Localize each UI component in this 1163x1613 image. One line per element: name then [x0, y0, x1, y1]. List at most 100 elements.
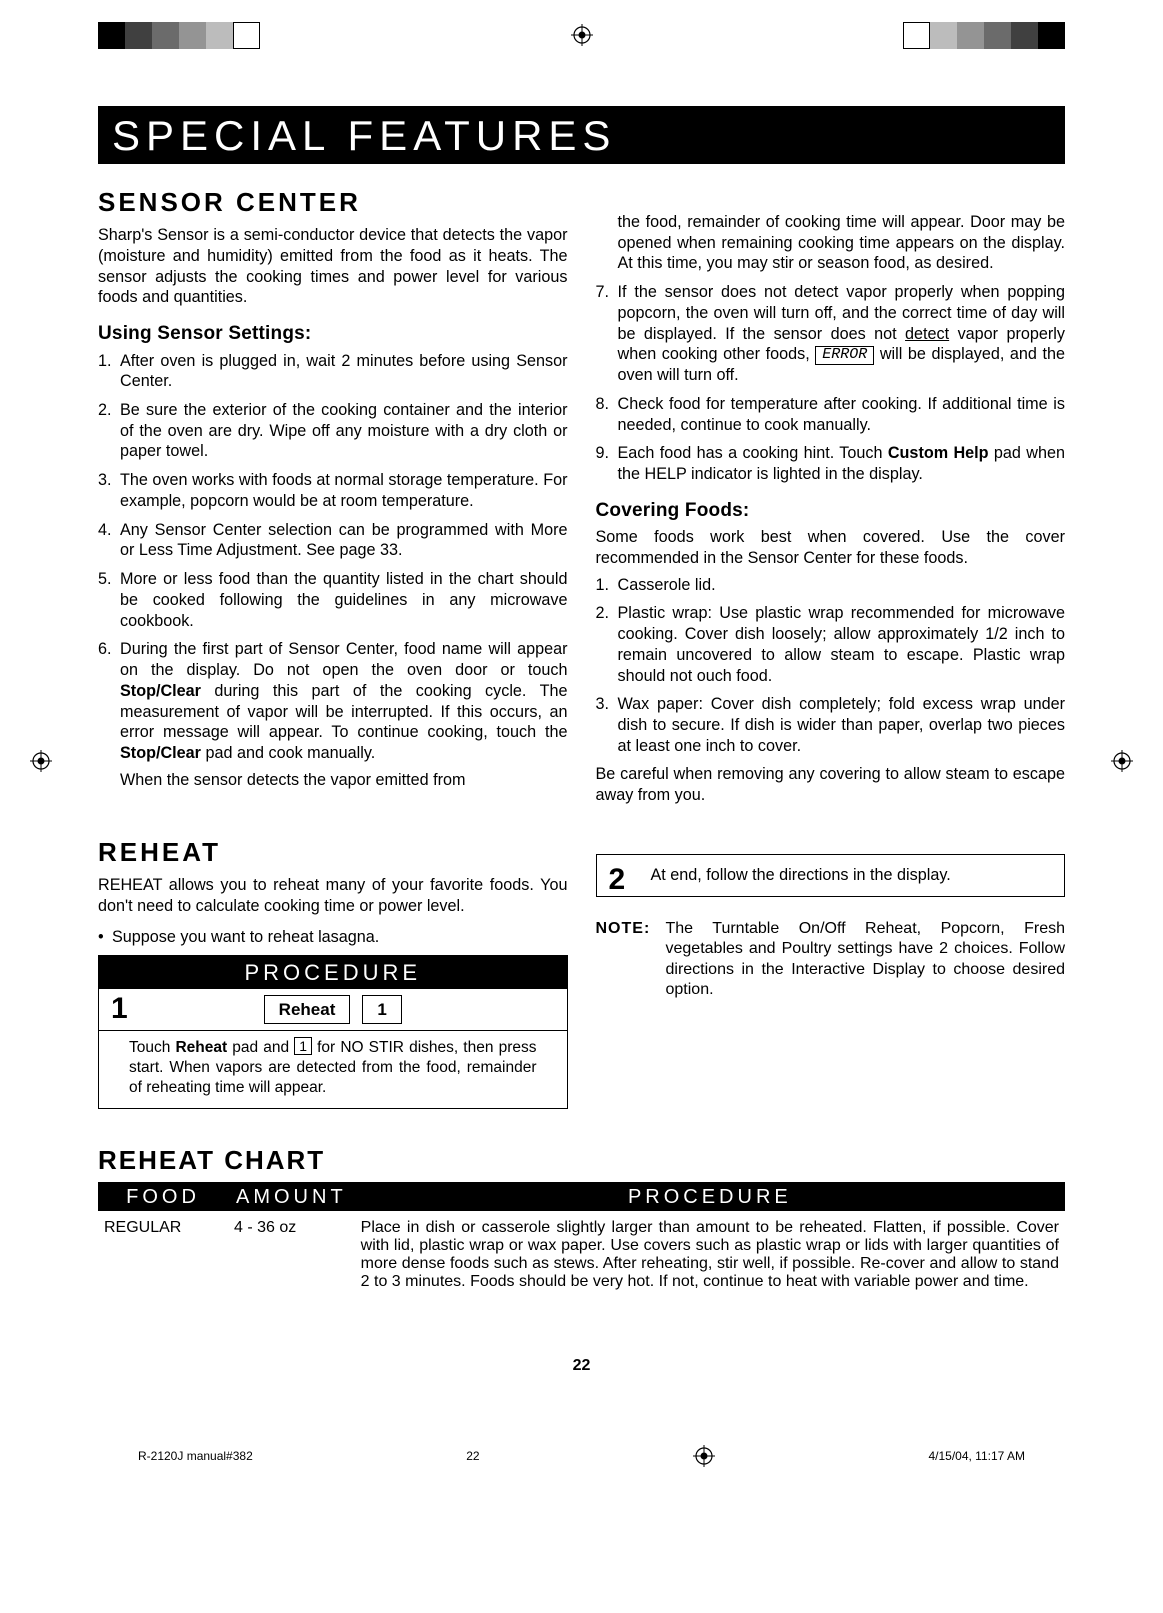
- t: pad and cook manually.: [201, 744, 375, 762]
- li-num: 9.: [596, 443, 618, 484]
- crop-mark-icon: [693, 1445, 715, 1467]
- step-number: 2: [609, 861, 626, 899]
- footer-left: R-2120J manual#382: [138, 1449, 253, 1463]
- covering-tail: Be careful when removing any covering to…: [596, 764, 1066, 805]
- crop-mark-icon: [1111, 750, 1133, 772]
- li-text: During the first part of Sensor Center, …: [120, 639, 568, 794]
- sensor-intro: Sharp's Sensor is a semi-conductor devic…: [98, 225, 568, 308]
- reg-sq: [152, 22, 179, 49]
- reg-sq: [206, 22, 233, 49]
- reheat-right: 2 At end, follow the directions in the d…: [596, 836, 1066, 1109]
- li-num: 5.: [98, 569, 120, 631]
- col-food: FOOD: [98, 1182, 228, 1211]
- reg-sq: [930, 22, 957, 49]
- li-num: 1.: [98, 351, 120, 392]
- footer-right: 4/15/04, 11:17 AM: [928, 1449, 1025, 1463]
- one-pad: 1: [362, 995, 401, 1025]
- reg-blocks-right: [903, 22, 1065, 49]
- t: pad and: [227, 1039, 294, 1056]
- procedure-buttons: 1 Reheat 1: [99, 989, 567, 1032]
- reheat-chart-section: REHEAT CHART FOOD AMOUNT PROCEDURE REGUL…: [98, 1145, 1065, 1299]
- reheat-left: REHEAT REHEAT allows you to reheat many …: [98, 836, 568, 1109]
- t: Custom Help: [888, 444, 989, 462]
- li-num: 8.: [596, 394, 618, 435]
- procedure-head: PROCEDURE: [99, 956, 567, 988]
- li-num: 1.: [596, 575, 618, 596]
- sensor-list-right: 7. If the sensor does not detect vapor p…: [596, 282, 1066, 485]
- li-text: Plastic wrap: Use plastic wrap recommend…: [618, 603, 1066, 686]
- covering-list: 1.Casserole lid. 2.Plastic wrap: Use pla…: [596, 575, 1066, 757]
- li-num: 3.: [596, 694, 618, 756]
- t: Stop/Clear: [120, 682, 201, 700]
- li-num: 6.: [98, 639, 120, 794]
- li-num: 2.: [596, 603, 618, 686]
- reg-blocks-left: [98, 22, 260, 49]
- li-num: 2.: [98, 400, 120, 462]
- reheat-bullet: • Suppose you want to reheat lasagna.: [98, 927, 568, 948]
- sensor-right-top: the food, remainder of cooking time will…: [596, 212, 1066, 274]
- reg-sq: [1038, 22, 1065, 49]
- bullet-icon: •: [98, 927, 112, 948]
- step-number: 1: [111, 990, 128, 1028]
- step2-text: At end, follow the directions in the dis…: [651, 866, 951, 884]
- reheat-pad: Reheat: [264, 995, 351, 1025]
- li-text: Wax paper: Cover dish completely; fold e…: [618, 694, 1066, 756]
- col-procedure: PROCEDURE: [355, 1182, 1065, 1211]
- cell-food: REGULAR: [98, 1211, 228, 1299]
- reg-sq: [1011, 22, 1038, 49]
- note-label: NOTE:: [596, 919, 666, 1001]
- li-num: 7.: [596, 282, 618, 386]
- reheat-section: REHEAT REHEAT allows you to reheat many …: [98, 836, 1065, 1109]
- reg-sq: [98, 22, 125, 49]
- t: When the sensor detects the vapor emitte…: [120, 770, 568, 791]
- t: Stop/Clear: [120, 744, 201, 762]
- li-text: The oven works with foods at normal stor…: [120, 470, 568, 511]
- li-text: More or less food than the quantity list…: [120, 569, 568, 631]
- table-row: REGULAR 4 - 36 oz Place in dish or casse…: [98, 1211, 1065, 1299]
- col-amount: AMOUNT: [228, 1182, 355, 1211]
- error-indicator: ERROR: [815, 346, 874, 365]
- reg-sq: [984, 22, 1011, 49]
- covering-heading: Covering Foods:: [596, 499, 1066, 523]
- sensor-section: SENSOR CENTER Sharp's Sensor is a semi-c…: [98, 186, 1065, 810]
- reheat-note: NOTE: The Turntable On/Off Reheat, Popco…: [596, 919, 1066, 1001]
- note-text: The Turntable On/Off Reheat, Popcorn, Fr…: [666, 919, 1066, 1001]
- li-text: After oven is plugged in, wait 2 minutes…: [120, 351, 568, 392]
- t: detect: [905, 325, 949, 343]
- t: Touch: [129, 1039, 175, 1056]
- t: Reheat: [175, 1039, 227, 1056]
- page-title: SPECIAL FEATURES: [98, 106, 1065, 164]
- reg-sq: [957, 22, 984, 49]
- li-text: Check food for temperature after cooking…: [618, 394, 1066, 435]
- t: During the first part of Sensor Center, …: [120, 640, 568, 679]
- sensor-heading: SENSOR CENTER: [98, 186, 568, 219]
- reg-sq: [233, 22, 260, 49]
- li-text: Each food has a cooking hint. Touch Cust…: [618, 443, 1066, 484]
- footer-mid: 22: [466, 1449, 479, 1463]
- li-text: Casserole lid.: [618, 575, 1066, 596]
- registration-row-top: [98, 14, 1065, 56]
- sensor-col-right: the food, remainder of cooking time will…: [596, 186, 1066, 810]
- cell-amount: 4 - 36 oz: [228, 1211, 355, 1299]
- li-text: Be sure the exterior of the cooking cont…: [120, 400, 568, 462]
- crop-mark-icon: [30, 750, 52, 772]
- reheat-chart-heading: REHEAT CHART: [98, 1145, 1065, 1176]
- page-number: 22: [98, 1357, 1065, 1375]
- covering-intro: Some foods work best when covered. Use t…: [596, 527, 1066, 568]
- procedure-box: PROCEDURE 1 Reheat 1 Touch Reheat pad an…: [98, 955, 568, 1108]
- sensor-col-left: SENSOR CENTER Sharp's Sensor is a semi-c…: [98, 186, 568, 810]
- procedure-body: Touch Reheat pad and 1 for NO STIR dishe…: [99, 1031, 567, 1107]
- one-key-icon: 1: [294, 1037, 312, 1055]
- reg-sq: [903, 22, 930, 49]
- t: Each food has a cooking hint. Touch: [618, 444, 888, 462]
- cell-procedure: Place in dish or casserole slightly larg…: [355, 1211, 1065, 1299]
- li-text: Any Sensor Center selection can be progr…: [120, 520, 568, 561]
- li-num: 3.: [98, 470, 120, 511]
- bullet-text: Suppose you want to reheat lasagna.: [112, 927, 568, 948]
- li-text: If the sensor does not detect vapor prop…: [618, 282, 1066, 386]
- crop-mark-icon: [571, 24, 593, 46]
- reg-sq: [179, 22, 206, 49]
- reheat-heading: REHEAT: [98, 836, 568, 869]
- step2-box: 2 At end, follow the directions in the d…: [596, 854, 1066, 897]
- sensor-sub1: Using Sensor Settings:: [98, 322, 568, 346]
